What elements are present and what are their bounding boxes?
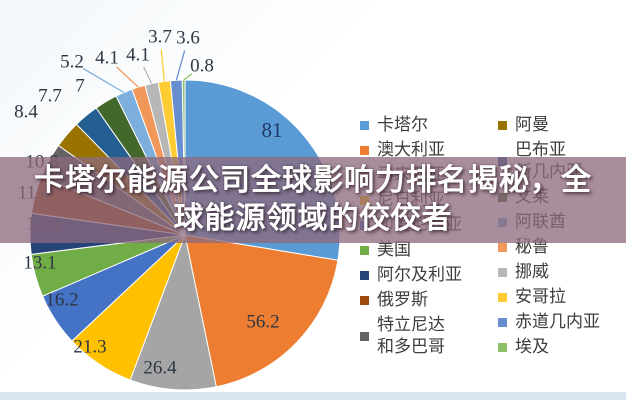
legend-marker-icon <box>498 242 507 252</box>
slice-value-label-13: 4.1 <box>95 48 119 69</box>
legend-marker-icon <box>360 245 369 255</box>
legend-label: 赤道几内亚 <box>515 312 600 331</box>
leader-line-14 <box>143 66 153 84</box>
legend-marker-icon <box>498 317 507 327</box>
slice-value-label-15: 3.7 <box>148 27 172 48</box>
legend-marker-icon <box>498 120 507 130</box>
bottom-strip <box>0 392 626 400</box>
legend-item-7: 俄罗斯 <box>360 289 498 311</box>
slice-value-label-4: 16.2 <box>45 290 78 311</box>
legend-item-5: 美国 <box>360 239 498 261</box>
legend-marker-icon <box>498 267 507 277</box>
legend-label: 阿曼 <box>515 115 549 134</box>
slice-value-label-16: 3.6 <box>176 28 200 49</box>
pie-slice-2 <box>129 233 217 391</box>
leader-line-15 <box>160 49 165 82</box>
legend-item-14: 挪威 <box>498 261 626 283</box>
legend-label: 特立尼达 和多巴哥 <box>377 315 445 356</box>
leader-line-16 <box>175 50 186 81</box>
legend-marker-icon <box>360 331 369 341</box>
legend-label: 安哥拉 <box>515 287 566 306</box>
legend-item-15: 安哥拉 <box>498 286 626 308</box>
slice-value-label-0: 81 <box>262 118 283 142</box>
legend-marker-icon <box>360 295 369 305</box>
slice-value-label-14: 4.1 <box>126 45 150 66</box>
slice-value-label-11: 7 <box>75 76 85 97</box>
legend-marker-icon <box>498 342 507 352</box>
legend-item-6: 阿尔及利亚 <box>360 264 498 286</box>
legend-label: 埃及 <box>515 337 549 356</box>
legend-item-17: 埃及 <box>498 336 626 358</box>
leader-line-13 <box>116 66 139 88</box>
slice-value-label-3: 21.3 <box>73 337 106 358</box>
slice-value-label-12: 5.2 <box>60 52 84 73</box>
legend-label: 挪威 <box>515 262 549 281</box>
legend-label: 美国 <box>377 240 411 259</box>
legend-marker-icon <box>498 292 507 302</box>
leader-line-12 <box>82 68 125 94</box>
slice-value-label-10: 7.7 <box>38 86 62 107</box>
legend-item-1: 澳大利亚 <box>360 139 498 161</box>
pie-slice-1 <box>184 234 339 388</box>
slice-value-label-2: 26.4 <box>143 358 177 379</box>
legend-item-8: 特立尼达 和多巴哥 <box>360 314 498 358</box>
legend-marker-icon <box>360 270 369 280</box>
legend-item-16: 赤道几内亚 <box>498 311 626 333</box>
legend-label: 澳大利亚 <box>377 140 445 159</box>
legend-label: 卡塔尔 <box>377 115 428 134</box>
legend-label: 阿尔及利亚 <box>377 265 462 284</box>
slice-value-label-9: 8.4 <box>14 102 38 123</box>
title-line-2: 球能源领域的佼佼者 <box>173 202 453 235</box>
slice-value-label-1: 56.2 <box>246 312 279 333</box>
legend-item-0: 卡塔尔 <box>360 114 498 136</box>
title-banner: 卡塔尔能源公司全球影响力排名揭秘，全 球能源领域的佼佼者 <box>0 157 626 243</box>
legend-label: 俄罗斯 <box>377 290 428 309</box>
legend-marker-icon <box>360 145 369 155</box>
legend-item-9: 阿曼 <box>498 114 626 136</box>
slice-value-label-17: 0.8 <box>190 56 214 77</box>
legend-marker-icon <box>360 120 369 130</box>
leader-line-17 <box>183 73 193 81</box>
title-line-1: 卡塔尔能源公司全球影响力排名揭秘，全 <box>34 164 592 197</box>
slice-value-label-5: 13.1 <box>23 253 56 274</box>
